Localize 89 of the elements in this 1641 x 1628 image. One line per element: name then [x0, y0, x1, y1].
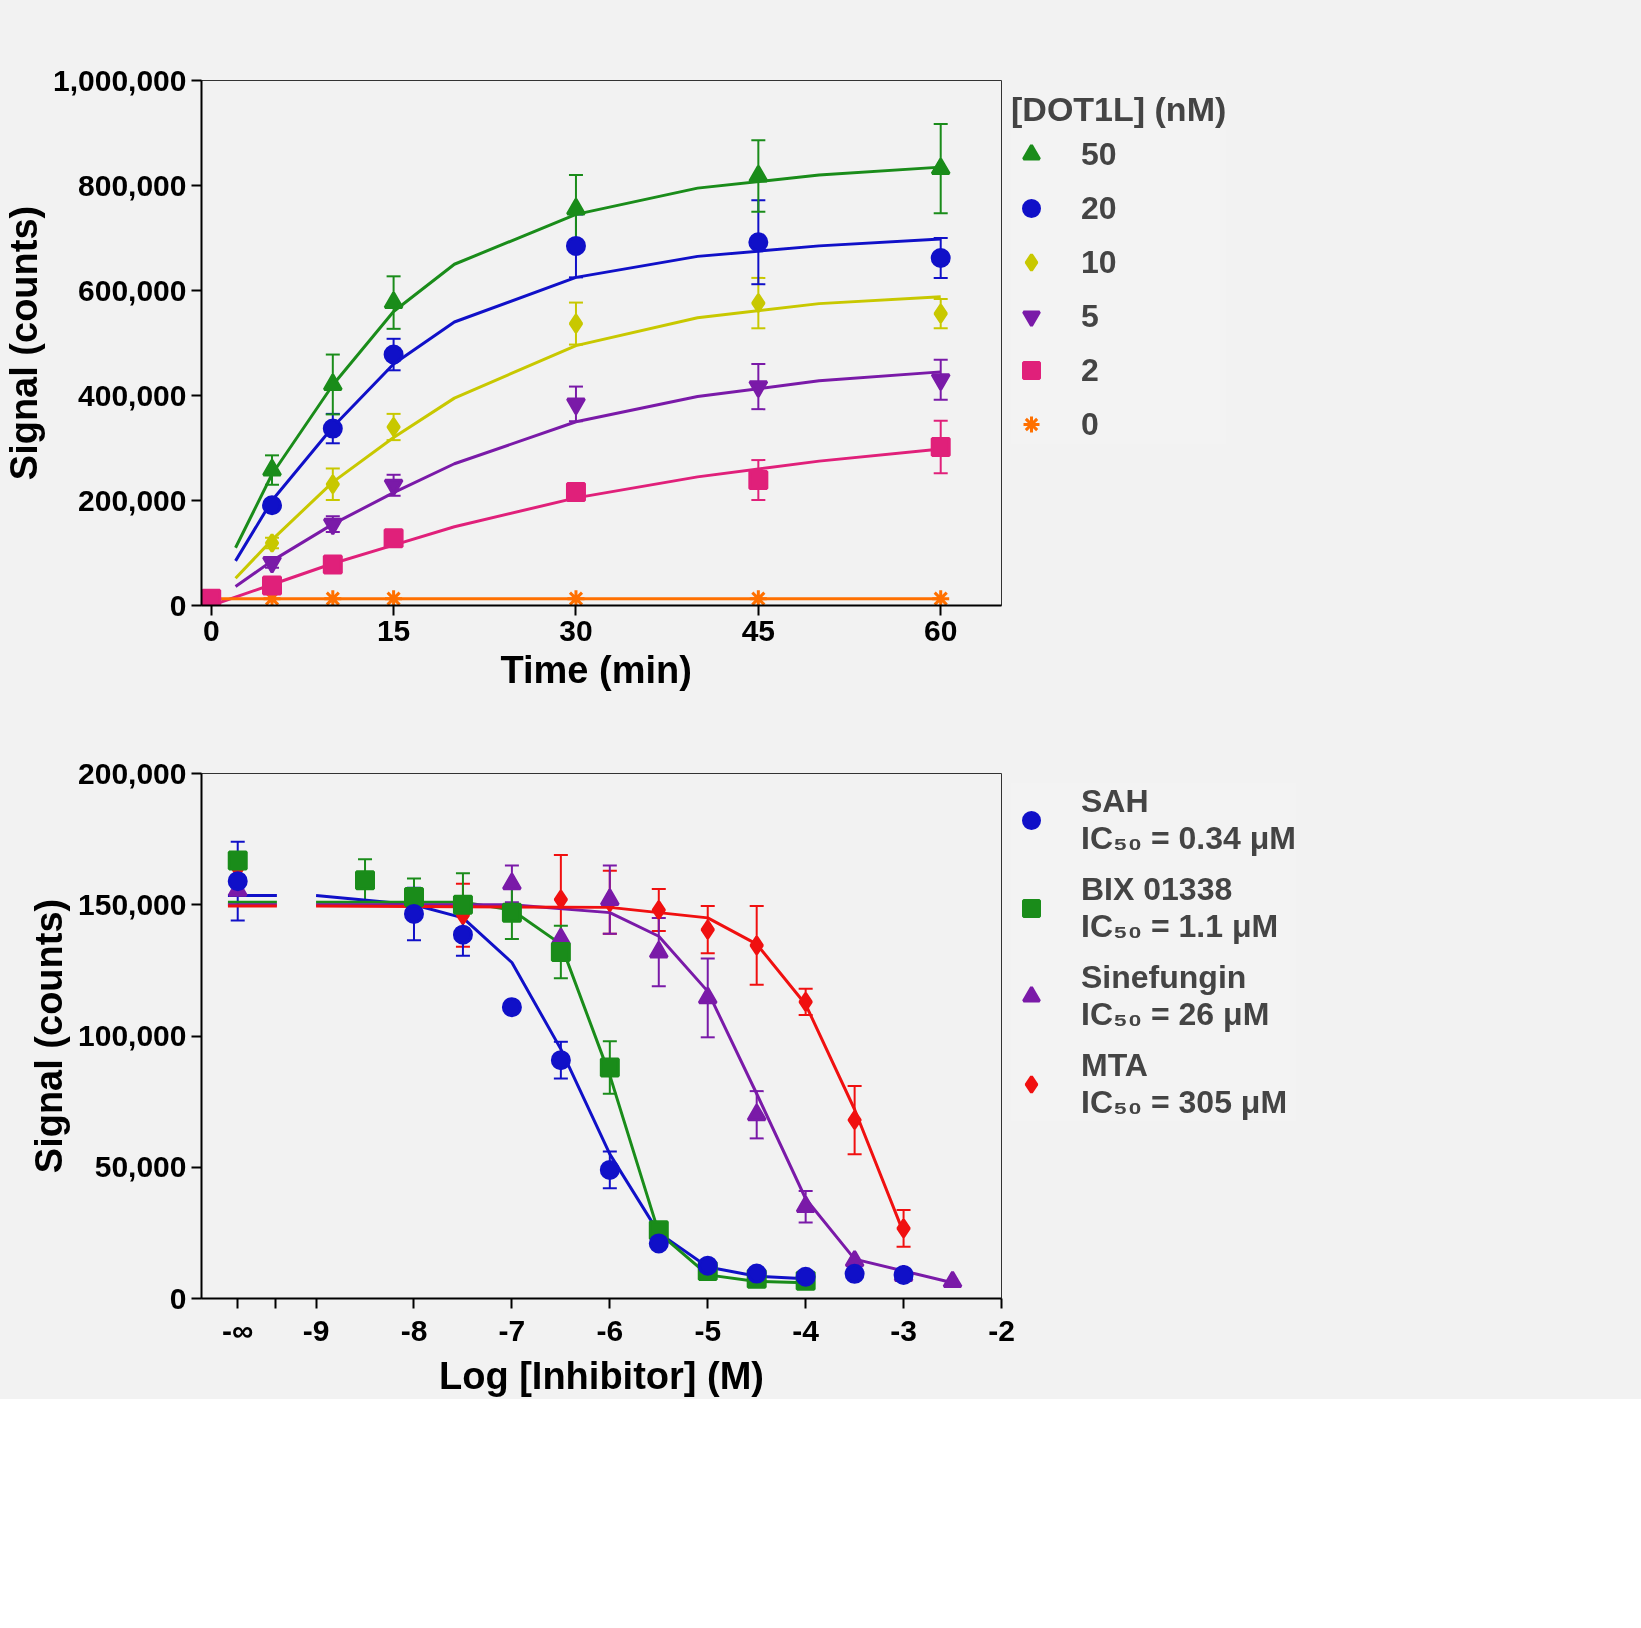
point — [697, 1255, 718, 1276]
y-tick-label: 1,000,000 — [53, 63, 187, 97]
y-tick-label: 0 — [169, 588, 187, 622]
x-axis-title: Log [Inhibitor] (M) — [439, 1354, 765, 1397]
x-tick-label: 30 — [559, 613, 593, 647]
y-tick-label: 400,000 — [78, 378, 187, 412]
point — [930, 588, 951, 606]
legend-label: BIX 01338 IC₅₀ = 1.1 μM — [1081, 871, 1279, 945]
x-tick-label: -7 — [498, 1313, 526, 1347]
legend-label: SAH IC₅₀ = 0.34 μM — [1081, 783, 1296, 857]
point — [748, 588, 769, 606]
point — [565, 588, 586, 606]
y-tick-label: 150,000 — [78, 887, 187, 921]
point — [322, 554, 343, 575]
point — [896, 1218, 911, 1239]
y-tick-label: 200,000 — [78, 483, 187, 517]
point — [452, 894, 473, 915]
point — [262, 575, 283, 596]
point — [383, 344, 404, 365]
point — [847, 1110, 862, 1130]
point — [322, 418, 343, 439]
point — [568, 313, 584, 334]
point — [942, 1270, 963, 1289]
x-tick-label: 0 — [202, 613, 220, 647]
x-tick-label: -∞ — [222, 1313, 254, 1347]
point — [795, 1195, 816, 1214]
x-tick-label: -6 — [596, 1313, 624, 1347]
y-tick-label: 200,000 — [78, 756, 187, 790]
legend-label: Sinefungin IC₅₀ = 26 μM — [1081, 959, 1270, 1033]
x-axis-title: Time (min) — [500, 648, 692, 691]
y-tick-label: 100,000 — [78, 1019, 187, 1052]
point — [651, 900, 666, 920]
point — [264, 533, 280, 554]
x-tick-label: -8 — [400, 1313, 428, 1347]
y-tick-label: 0 — [169, 1281, 187, 1315]
point — [700, 919, 715, 940]
point — [403, 903, 424, 924]
legend-label: MTA IC₅₀ = 305 μM — [1081, 1047, 1288, 1121]
point — [501, 902, 522, 923]
x-tick-label: -5 — [694, 1313, 722, 1347]
point — [748, 232, 769, 253]
point — [403, 886, 424, 907]
point — [565, 235, 586, 256]
point — [383, 528, 404, 549]
x-tick-label: 60 — [924, 613, 958, 647]
y-tick-label: 600,000 — [78, 273, 187, 307]
point — [749, 935, 764, 956]
point — [355, 870, 376, 891]
x-tick-label: 15 — [376, 613, 411, 647]
point — [748, 470, 769, 491]
point — [844, 1263, 865, 1284]
point — [933, 303, 948, 324]
point — [227, 871, 248, 892]
legend-label: 50 — [1081, 135, 1117, 173]
point — [386, 417, 401, 437]
point — [930, 247, 951, 268]
point — [501, 997, 522, 1018]
point — [322, 588, 343, 606]
point — [383, 588, 404, 606]
x-tick-label: -4 — [792, 1313, 820, 1347]
legend-label: 10 — [1081, 243, 1117, 281]
y-tick-label: 800,000 — [78, 168, 187, 202]
y-axis-title: Signal (counts) — [3, 205, 46, 481]
point — [227, 850, 248, 871]
point — [553, 889, 569, 910]
point — [746, 1263, 767, 1284]
x-tick-label: 45 — [741, 613, 776, 647]
point — [930, 436, 951, 457]
point — [262, 495, 283, 516]
x-tick-label: -9 — [302, 1313, 330, 1347]
point — [550, 1050, 571, 1071]
legend-label: 2 — [1081, 351, 1100, 389]
point — [452, 924, 473, 945]
point — [599, 1057, 620, 1078]
point — [751, 293, 766, 314]
point — [565, 482, 586, 503]
point — [798, 991, 813, 1012]
point — [325, 474, 340, 495]
point — [648, 1233, 669, 1254]
legend-label: 20 — [1081, 189, 1117, 227]
legend-label: 5 — [1081, 297, 1100, 335]
legend-label: 0 — [1081, 405, 1100, 443]
y-axis-title: Signal (counts) — [28, 898, 71, 1174]
x-tick-label: -2 — [988, 1313, 1015, 1347]
legend-title: [DOT1L] (nM) — [1011, 90, 1227, 129]
y-tick-label: 50,000 — [94, 1150, 187, 1184]
point — [599, 1159, 620, 1180]
point — [550, 942, 571, 962]
x-tick-label: -3 — [890, 1313, 917, 1347]
